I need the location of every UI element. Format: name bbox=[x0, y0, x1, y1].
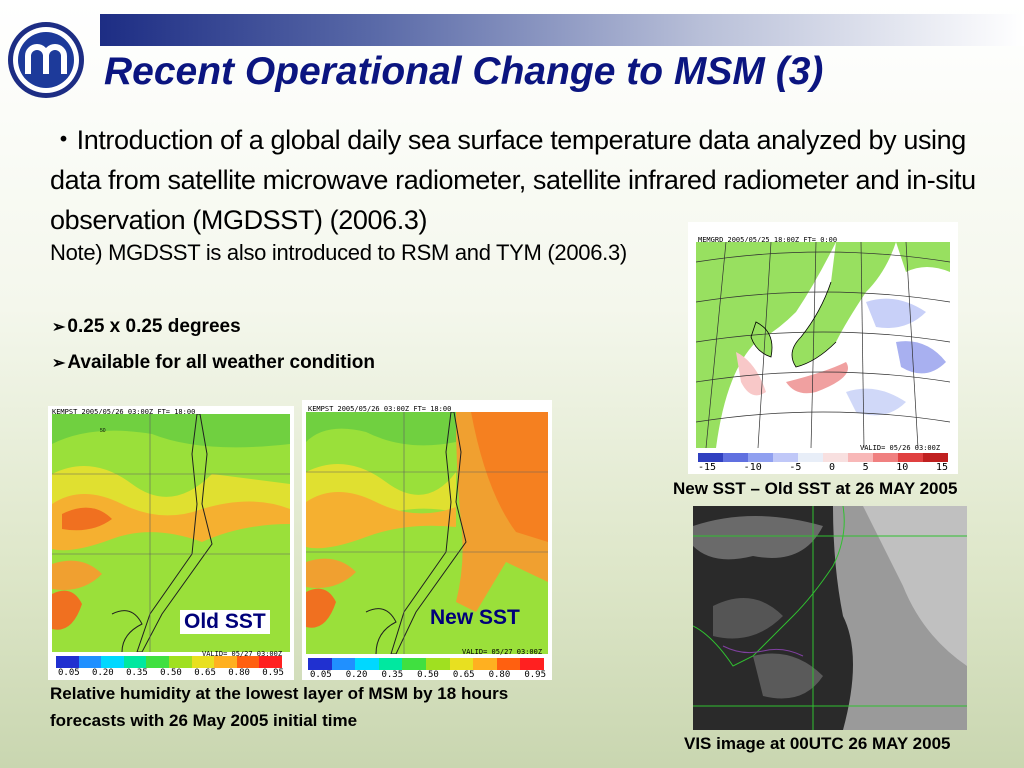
diff-caption: New SST – Old SST at 26 MAY 2005 bbox=[673, 479, 958, 498]
scale-tick: 0.65 bbox=[194, 668, 216, 678]
scale-tick: 0.35 bbox=[126, 668, 148, 678]
scale-tick: 0.65 bbox=[452, 670, 475, 680]
new-scale-ticks: 0.05 0.20 0.35 0.50 0.65 0.80 0.95 bbox=[310, 670, 546, 680]
old-rh-map: 50 bbox=[52, 414, 290, 652]
title-banner bbox=[100, 14, 1024, 46]
scale-tick: 0.05 bbox=[58, 668, 80, 678]
rh-caption-line2: forecasts with 26 May 2005 initial time bbox=[50, 711, 358, 730]
page-title: Recent Operational Change to MSM (3) bbox=[104, 50, 824, 93]
new-sst-label: New SST bbox=[430, 606, 520, 629]
scale-tick: 0 bbox=[829, 462, 836, 473]
diff-panel-header: MEMGRD 2005/05/25 18:00Z FT= 0:00 bbox=[698, 236, 838, 244]
old-color-scale bbox=[56, 656, 282, 668]
scale-tick: 0.20 bbox=[92, 668, 114, 678]
old-panel-header: KEMPST 2005/05/26 03:00Z FT= 18:00 bbox=[52, 408, 196, 416]
new-sst-panel: KEMPST 2005/05/26 03:00Z FT= 18:00 VALID… bbox=[302, 400, 552, 680]
old-sst-panel: KEMPST 2005/05/26 03:00Z FT= 18:00 50 VA… bbox=[48, 406, 294, 680]
arrow-bullet-icon: ➢ bbox=[52, 319, 66, 336]
diff-panel-footer: VALID= 05/26 03:00Z bbox=[860, 444, 941, 452]
scale-tick: 0.50 bbox=[417, 670, 439, 680]
sst-difference-map bbox=[696, 242, 950, 448]
scale-tick: 0.50 bbox=[160, 668, 182, 678]
old-sst-label: Old SST bbox=[180, 610, 270, 634]
note-text: Note) MGDSST is also introduced to RSM a… bbox=[50, 240, 627, 265]
scale-tick: 0.80 bbox=[228, 668, 250, 678]
scale-tick: 5 bbox=[862, 462, 869, 473]
arrow-bullet-icon: ➢ bbox=[52, 355, 66, 372]
new-panel-header: KEMPST 2005/05/26 03:00Z FT= 18:00 bbox=[308, 405, 452, 413]
old-panel-footer: VALID= 05/27 03:00Z bbox=[202, 650, 283, 658]
scale-tick: 0.95 bbox=[262, 668, 284, 678]
svg-text:50: 50 bbox=[100, 428, 106, 434]
vis-satellite-image bbox=[693, 506, 967, 730]
new-color-scale bbox=[308, 658, 544, 670]
rh-caption-line1: Relative humidity at the lowest layer of… bbox=[50, 684, 509, 703]
bullet-item: ➢ Available for all weather condition bbox=[52, 352, 375, 374]
old-scale-ticks: 0.05 0.20 0.35 0.50 0.65 0.80 0.95 bbox=[58, 668, 284, 678]
scale-tick: 0.80 bbox=[488, 670, 511, 680]
scale-tick: 15 bbox=[935, 462, 948, 473]
scale-tick: 10 bbox=[896, 462, 909, 473]
scale-tick: 0.05 bbox=[310, 670, 332, 680]
scale-tick: 0.95 bbox=[524, 670, 546, 680]
bullet-text: Available for all weather condition bbox=[67, 352, 375, 373]
scale-tick: -10 bbox=[743, 462, 762, 473]
jma-logo bbox=[8, 2, 88, 100]
new-rh-map bbox=[306, 412, 548, 654]
scale-tick: 0.20 bbox=[345, 670, 368, 680]
vis-caption: VIS image at 00UTC 26 MAY 2005 bbox=[684, 734, 951, 753]
diff-scale-ticks: -15 -10 -5 0 5 10 15 bbox=[698, 462, 948, 473]
bullet-item: ➢ 0.25 x 0.25 degrees bbox=[52, 316, 241, 338]
scale-tick: 0.35 bbox=[381, 670, 404, 680]
intro-paragraph: ・Introduction of a global daily sea surf… bbox=[50, 125, 976, 235]
sst-difference-panel: MEMGRD 2005/05/25 18:00Z FT= 0:00 VALID=… bbox=[688, 222, 958, 474]
diff-color-scale bbox=[698, 453, 948, 462]
scale-tick: -15 bbox=[698, 462, 717, 473]
new-panel-footer: VALID= 05/27 03:00Z bbox=[462, 648, 543, 656]
bullet-text: 0.25 x 0.25 degrees bbox=[67, 316, 241, 337]
scale-tick: -5 bbox=[789, 462, 802, 473]
